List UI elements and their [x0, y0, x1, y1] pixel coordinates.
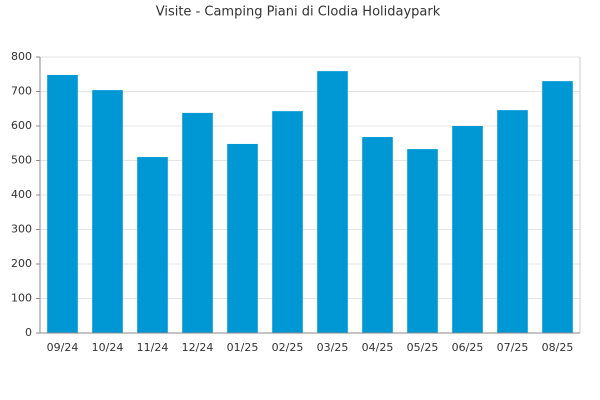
bar [542, 81, 573, 334]
bar [407, 149, 438, 333]
y-tick-label: 800 [11, 50, 32, 63]
x-tick-label: 12/24 [182, 341, 214, 354]
bar [182, 112, 213, 333]
bar [317, 71, 348, 334]
y-tick-label: 0 [25, 326, 32, 339]
bar [47, 74, 78, 333]
y-tick-label: 400 [11, 188, 32, 201]
x-tick-label: 11/24 [137, 341, 169, 354]
y-tick-label: 100 [11, 292, 32, 305]
bar [272, 111, 303, 333]
x-tick-label: 09/24 [47, 341, 79, 354]
y-tick-label: 600 [11, 119, 32, 132]
x-tick-label: 02/25 [272, 341, 304, 354]
x-tick-label: 10/24 [92, 341, 124, 354]
bar [362, 137, 393, 333]
x-tick-label: 01/25 [227, 341, 259, 354]
x-tick-label: 05/25 [407, 341, 439, 354]
x-tick-label: 03/25 [317, 341, 349, 354]
y-tick-label: 300 [11, 223, 32, 236]
x-tick-label: 07/25 [497, 341, 529, 354]
y-tick-label: 200 [11, 257, 32, 270]
bar [452, 126, 483, 333]
y-tick-label: 700 [11, 85, 32, 98]
bar [92, 90, 123, 334]
bar [137, 157, 168, 333]
y-tick-label: 500 [11, 154, 32, 167]
x-tick-label: 08/25 [542, 341, 574, 354]
bar [497, 110, 528, 333]
x-tick-label: 04/25 [362, 341, 394, 354]
chart-title: Visite - Camping Piani di Clodia Holiday… [156, 5, 441, 20]
bar [227, 143, 258, 333]
x-tick-label: 06/25 [452, 341, 484, 354]
